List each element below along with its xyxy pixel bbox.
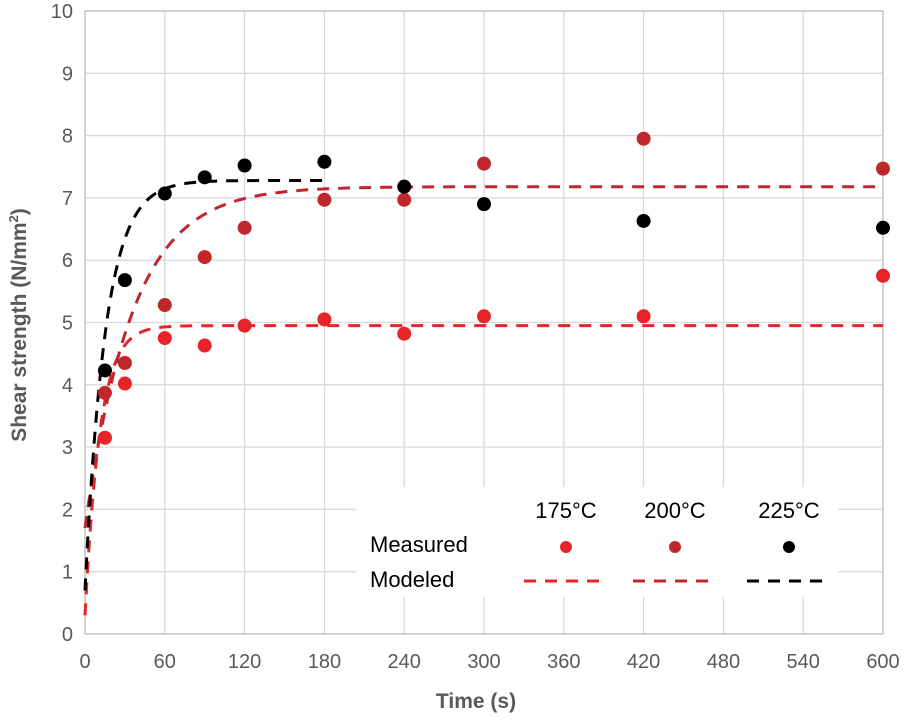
measured-point-0-4: [237, 318, 252, 333]
measured-point-0-3: [197, 338, 212, 353]
measured-point-0-9: [876, 268, 890, 283]
y-tick-label: 10: [51, 1, 73, 23]
measured-point-2-4: [237, 158, 252, 173]
y-tick-label: 3: [62, 437, 73, 459]
measured-point-2-7: [477, 197, 491, 212]
y-axis-title-close: ): [8, 208, 31, 215]
y-tick-label: 4: [62, 375, 73, 397]
measured-point-1-0: [97, 385, 112, 400]
plot-frame: [84, 10, 884, 635]
measured-point-1-1: [117, 355, 132, 370]
x-tick-label: 120: [228, 651, 261, 673]
measured-point-2-3: [197, 170, 212, 185]
measured-point-0-2: [157, 331, 172, 346]
legend-marker-175: [560, 541, 572, 553]
x-tick-label: 600: [866, 651, 899, 673]
measured-point-2-9: [876, 220, 890, 235]
x-tick-label: 540: [787, 651, 820, 673]
x-tick-label: 0: [79, 651, 90, 673]
legend-col-175: 175°C: [535, 498, 597, 523]
measured-point-0-0: [97, 430, 112, 445]
y-tick-label: 5: [62, 313, 73, 335]
measured-point-0-7: [477, 309, 491, 324]
x-axis-title: Time (s): [436, 690, 516, 713]
y-tick-label: 1: [62, 562, 73, 584]
legend: 175°C 200°C 225°C Measured Modeled: [356, 487, 838, 597]
legend-row-modeled: Modeled: [370, 567, 454, 592]
x-tick-label: 360: [547, 651, 580, 673]
y-tick-label: 2: [62, 499, 73, 521]
measured-point-2-2: [157, 186, 172, 201]
legend-marker-200: [669, 541, 681, 553]
legend-background: [356, 487, 838, 597]
x-tick-label: 480: [707, 651, 740, 673]
measured-point-1-6: [397, 192, 412, 207]
measured-point-0-8: [636, 309, 651, 324]
y-tick-label: 0: [62, 624, 73, 646]
model-curves: [83, 179, 883, 616]
x-tick-label: 420: [627, 651, 660, 673]
measured-point-2-1: [117, 273, 132, 288]
measured-point-2-6: [397, 179, 412, 194]
measured-point-1-2: [157, 298, 172, 313]
legend-row-measured: Measured: [370, 532, 468, 557]
y-axis-title-superscript: 2: [6, 215, 21, 222]
measured-point-2-8: [636, 213, 651, 228]
x-tick-label: 60: [154, 651, 176, 673]
measured-point-1-7: [477, 156, 491, 171]
y-axis-title-main: Shear strength (N/mm: [8, 222, 31, 441]
y-tick-label: 9: [62, 63, 73, 85]
legend-marker-225: [783, 541, 795, 553]
measured-point-1-4: [237, 220, 252, 235]
y-tick-label: 7: [62, 188, 73, 210]
measured-point-0-1: [117, 376, 132, 391]
model-curve-1: [83, 185, 883, 529]
measured-point-1-9: [876, 161, 890, 176]
x-tick-label: 300: [467, 651, 500, 673]
measured-point-0-6: [397, 326, 412, 341]
legend-col-225: 225°C: [758, 498, 820, 523]
y-tick-label: 8: [62, 126, 73, 148]
measured-point-2-0: [97, 363, 112, 378]
y-tick-label: 6: [62, 250, 73, 272]
measured-point-1-8: [636, 131, 651, 146]
model-curve-0: [83, 324, 883, 616]
x-tick-label: 240: [388, 651, 421, 673]
tick-label-layer: 0 1 2 3 4 5 6 7 8 9 10 0 60 120 180 240 300 360 420 480 540 6…: [51, 1, 900, 673]
legend-col-200: 200°C: [644, 498, 706, 523]
measured-point-1-5: [317, 192, 332, 207]
x-tick-label: 180: [308, 651, 341, 673]
measured-points: [97, 131, 890, 445]
measured-point-0-5: [317, 312, 332, 327]
y-axis-title: Shear strength (N/mm2): [6, 208, 31, 442]
measured-point-2-5: [317, 154, 332, 169]
measured-point-1-3: [197, 250, 212, 265]
